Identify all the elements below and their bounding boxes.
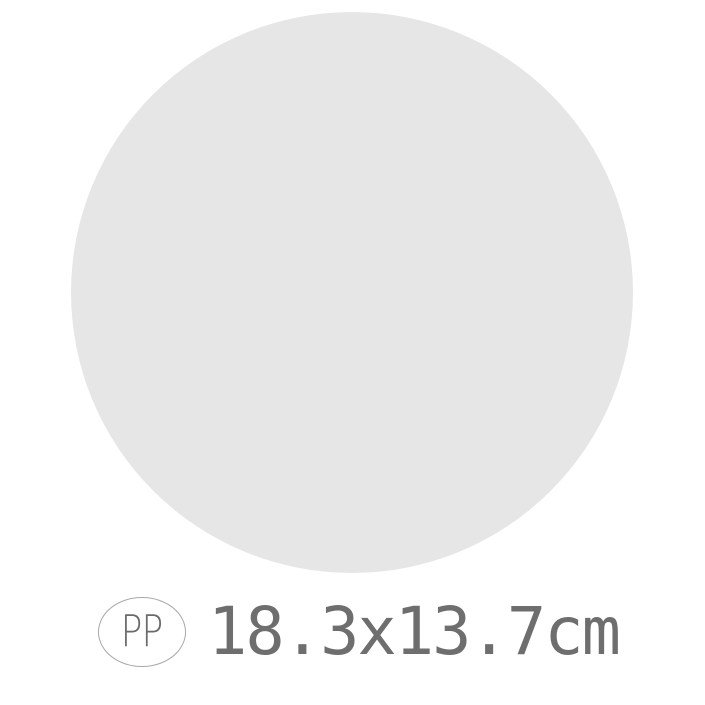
product-disc-image	[71, 12, 633, 573]
product-caption: PP 18.3x13.7cm	[0, 597, 705, 669]
material-code: PP	[121, 606, 164, 657]
material-badge: PP	[98, 597, 186, 667]
dimensions-text: 18.3x13.7cm	[208, 593, 621, 670]
